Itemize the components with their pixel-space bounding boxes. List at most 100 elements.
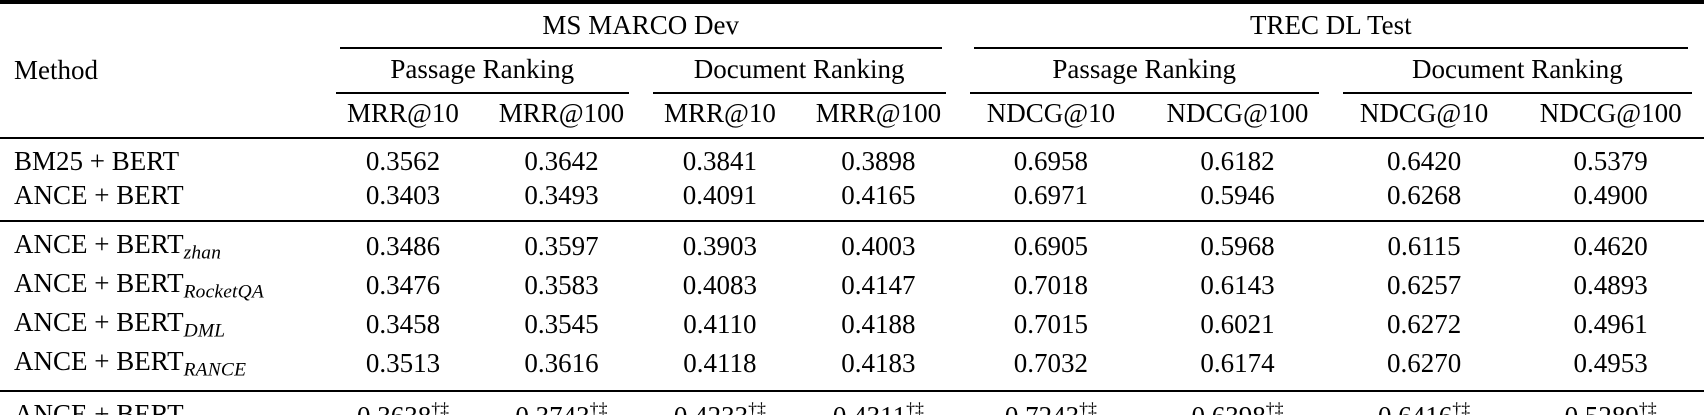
metric-header-mrr100-passage: MRR@100 — [482, 93, 641, 139]
metric-header-mrr10-passage: MRR@10 — [323, 93, 483, 139]
value-cell: 0.6268 — [1386, 180, 1462, 211]
method-cell: ANCE + BERTRANCE — [14, 345, 247, 380]
value-cell: 0.6398†‡ — [1144, 391, 1331, 415]
method-subscript: RANCE — [183, 358, 247, 380]
baseline-rows-block: BM25 + BERT 0.3562 0.3642 0.3841 0.3898 0.695… — [0, 138, 1704, 221]
value-cell: 0.4147 — [841, 269, 916, 300]
column-group-ms-marco-dev: MS MARCO Dev — [324, 2, 958, 49]
table-row: ANCE + BERTDML 0.3458 0.3545 0.4110 0.4188 0.… — [0, 306, 1704, 345]
metric-header-mrr100-document: MRR@100 — [799, 93, 958, 139]
value-cell: 0.5968 — [1200, 230, 1275, 261]
column-group-trec-dl-test: TREC DL Test — [958, 2, 1704, 49]
value-cell: 0.4900 — [1573, 180, 1648, 211]
subgroup-trec-passage-ranking: Passage Ranking — [958, 49, 1331, 94]
value-cell: 0.7243†‡ — [958, 391, 1145, 415]
method-subscript: RocketQA — [183, 280, 264, 302]
subgroup-trec-document-ranking: Document Ranking — [1331, 49, 1704, 94]
value-cell: 0.7018 — [1013, 269, 1089, 300]
value-cell: 0.4188 — [841, 308, 916, 339]
value-cell: 0.5379 — [1573, 145, 1648, 176]
significance-markers: †‡ — [1638, 398, 1657, 415]
value-cell: 0.3486 — [365, 230, 441, 261]
value-cell: 0.7032 — [1013, 347, 1089, 378]
significance-markers: †‡ — [1265, 398, 1284, 415]
subgroup-msmarco-document-ranking: Document Ranking — [641, 49, 958, 94]
value-cell: 0.5289†‡ — [1517, 391, 1704, 415]
table-row: ANCE + BERTCET0.3638†‡0.3743†‡0.4233†‡0.… — [0, 391, 1704, 415]
table-row: ANCE + BERTRocketQA 0.3476 0.3583 0.4083 0.4… — [0, 267, 1704, 306]
value-cell: 0.4620 — [1573, 230, 1648, 261]
value-cell: 0.6958 — [1013, 145, 1089, 176]
header-row-groups: Method MS MARCO Dev TREC DL Test — [0, 2, 1704, 139]
value-cell: 0.4165 — [841, 180, 916, 211]
table-header: Method MS MARCO Dev TREC DL Test Passage… — [0, 2, 1704, 139]
value-cell: 0.6272 — [1386, 308, 1462, 339]
table-row: ANCE + BERTzhan 0.3486 0.3597 0.3903 0.4003 0… — [0, 221, 1704, 267]
value-cell: 0.4083 — [682, 269, 758, 300]
value-cell: 0.7015 — [1013, 308, 1089, 339]
significance-markers: †‡ — [589, 398, 608, 415]
value-cell: 0.3616 — [524, 347, 599, 378]
value-cell: 0.3562 — [365, 145, 441, 176]
value-cell: 0.6115 — [1387, 230, 1461, 261]
value-cell: 0.3493 — [524, 180, 599, 211]
value-cell: 0.4893 — [1573, 269, 1648, 300]
value-cell: 0.3545 — [524, 308, 599, 339]
value-cell: 0.6257 — [1386, 269, 1462, 300]
value-cell: 0.3513 — [365, 347, 441, 378]
value-cell: 0.6174 — [1200, 347, 1275, 378]
significance-markers: †‡ — [1452, 398, 1471, 415]
method-cell: ANCE + BERT — [14, 180, 184, 211]
value-cell: 0.3583 — [524, 269, 599, 300]
method-subscript: zhan — [183, 242, 222, 263]
value-cell: 0.3743†‡ — [482, 391, 640, 415]
proposed-method-row-block: ANCE + BERTCET0.3638†‡0.3743†‡0.4233†‡0.… — [0, 390, 1704, 415]
value-cell: 0.6905 — [1013, 230, 1089, 261]
header-row-subgroups: Passage Ranking Document Ranking Passage… — [0, 49, 1704, 94]
value-cell: 0.4233†‡ — [641, 391, 799, 415]
significance-markers: †‡ — [431, 398, 450, 415]
value-cell: 0.6143 — [1200, 269, 1275, 300]
metric-header-ndcg10-passage: NDCG@10 — [957, 93, 1145, 139]
method-cell: ANCE + BERTDML — [14, 306, 226, 341]
value-cell: 0.6416†‡ — [1331, 391, 1518, 415]
metric-header-ndcg100-document: NDCG@100 — [1517, 93, 1704, 139]
value-cell: 0.4091 — [682, 180, 758, 211]
value-cell: 0.3638†‡ — [324, 391, 482, 415]
metric-header-ndcg10-document: NDCG@10 — [1330, 93, 1518, 139]
header-row-metrics: MRR@10 MRR@100 MRR@10 MRR@100 NDCG@10 ND… — [0, 93, 1704, 139]
method-cell: ANCE + BERTRocketQA — [14, 267, 264, 302]
value-cell: 0.4183 — [841, 347, 916, 378]
method-subscript: CET — [184, 412, 220, 415]
value-cell: 0.4110 — [683, 308, 757, 339]
value-cell: 0.6021 — [1200, 308, 1275, 339]
value-cell: 0.6971 — [1013, 180, 1089, 211]
value-cell: 0.3642 — [524, 145, 599, 176]
value-cell: 0.3841 — [682, 145, 758, 176]
value-cell: 0.4118 — [683, 347, 757, 378]
value-cell: 0.4003 — [841, 230, 916, 261]
value-cell: 0.4953 — [1573, 347, 1648, 378]
value-cell: 0.3898 — [841, 145, 916, 176]
value-cell: 0.3597 — [524, 230, 599, 261]
value-cell: 0.4311†‡ — [799, 391, 957, 415]
metric-header-ndcg100-passage: NDCG@100 — [1144, 93, 1331, 139]
table-row: ANCE + BERT 0.3403 0.3493 0.4091 0.4165 0.697… — [0, 179, 1704, 220]
significance-markers: †‡ — [748, 398, 766, 415]
distillation-rows-block: ANCE + BERTzhan 0.3486 0.3597 0.3903 0.4003 0… — [0, 220, 1704, 391]
value-cell: 0.5946 — [1200, 180, 1275, 211]
value-cell: 0.6270 — [1386, 347, 1462, 378]
method-cell: ANCE + BERTCET — [0, 391, 324, 415]
value-cell: 0.3903 — [682, 230, 758, 261]
table-row: BM25 + BERT 0.3562 0.3642 0.3841 0.3898 0.695… — [0, 138, 1704, 179]
method-cell: ANCE + BERTzhan — [14, 228, 222, 263]
value-cell: 0.3403 — [365, 180, 441, 211]
value-cell: 0.3476 — [365, 269, 441, 300]
value-cell: 0.6420 — [1386, 145, 1462, 176]
significance-markers: †‡ — [1079, 398, 1097, 415]
value-cell: 0.4961 — [1573, 308, 1648, 339]
method-subscript: DML — [183, 319, 226, 341]
metric-header-mrr10-document: MRR@10 — [640, 93, 800, 139]
